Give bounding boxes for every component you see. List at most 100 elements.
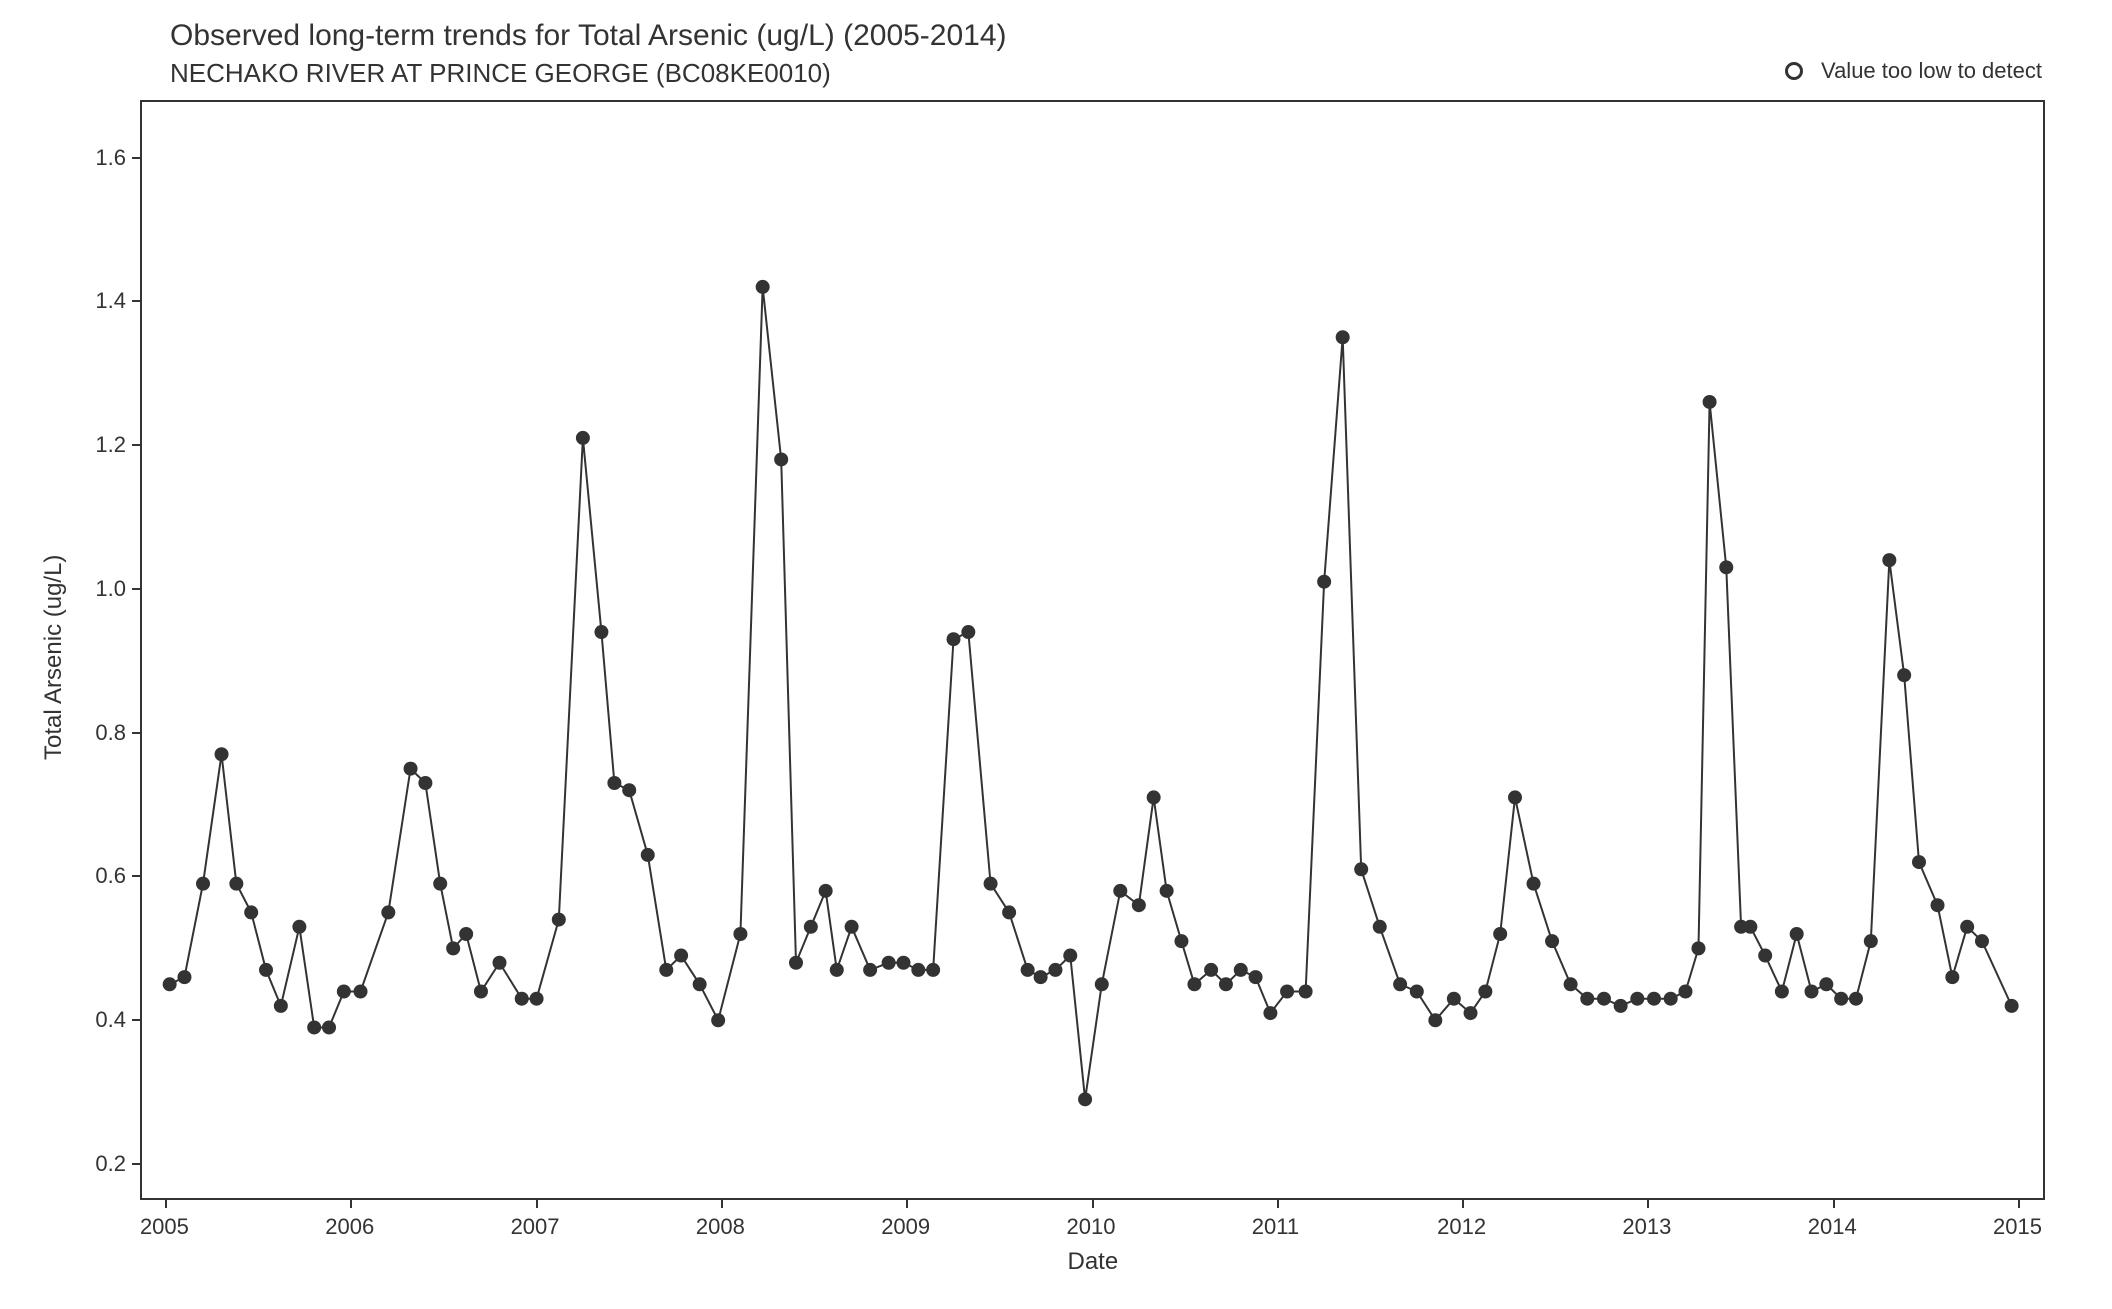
y-tick-label: 1.4 [76, 288, 126, 314]
data-point [774, 452, 788, 466]
x-tick [1647, 1200, 1649, 1208]
x-tick-label: 2012 [1437, 1214, 1486, 1240]
data-point [1758, 949, 1772, 963]
data-point [1160, 884, 1174, 898]
x-tick [2018, 1200, 2020, 1208]
x-tick-label: 2011 [1252, 1214, 1299, 1240]
data-point [1775, 985, 1789, 999]
chart-title: Observed long-term trends for Total Arse… [170, 18, 1007, 54]
data-point [1679, 985, 1693, 999]
data-point [1647, 992, 1661, 1006]
data-point [1219, 977, 1233, 991]
data-point [1317, 575, 1331, 589]
data-point [1630, 992, 1644, 1006]
data-point [1063, 949, 1077, 963]
x-tick [1277, 1200, 1279, 1208]
data-point [1249, 970, 1263, 984]
data-point [622, 783, 636, 797]
y-tick [132, 300, 140, 302]
data-point [1805, 985, 1819, 999]
data-point [244, 905, 258, 919]
data-point [845, 920, 859, 934]
x-tick [906, 1200, 908, 1208]
data-point [404, 762, 418, 776]
data-point [322, 1020, 336, 1034]
data-point [1095, 977, 1109, 991]
y-tick [132, 1163, 140, 1165]
data-point [292, 920, 306, 934]
data-point [1373, 920, 1387, 934]
data-point [446, 941, 460, 955]
titles-block: Observed long-term trends for Total Arse… [170, 18, 1007, 89]
data-point [2005, 999, 2019, 1013]
y-tick-label: 1.6 [76, 145, 126, 171]
data-point [1447, 992, 1461, 1006]
data-point [1834, 992, 1848, 1006]
data-point [711, 1013, 725, 1027]
data-point [1021, 963, 1035, 977]
data-point [947, 632, 961, 646]
y-tick [132, 732, 140, 734]
data-point [307, 1020, 321, 1034]
y-axis-label: Total Arsenic (ug/L) [40, 555, 68, 760]
data-point [1354, 862, 1368, 876]
data-point [1743, 920, 1757, 934]
data-point [1527, 877, 1541, 891]
data-point [1597, 992, 1611, 1006]
data-point [1048, 963, 1062, 977]
data-point [1931, 898, 1945, 912]
data-point [1945, 970, 1959, 984]
data-point [1545, 934, 1559, 948]
data-point [459, 927, 473, 941]
plot-area [140, 100, 2045, 1200]
data-point [1719, 560, 1733, 574]
data-point [418, 776, 432, 790]
data-point [926, 963, 940, 977]
y-tick [132, 444, 140, 446]
legend-label: Value too low to detect [1821, 58, 2042, 84]
x-tick-label: 2010 [1067, 1214, 1116, 1240]
data-point [1204, 963, 1218, 977]
data-point [1428, 1013, 1442, 1027]
data-point [1960, 920, 1974, 934]
x-tick-label: 2013 [1622, 1214, 1671, 1240]
y-tick-label: 1.2 [76, 432, 126, 458]
data-point [756, 280, 770, 294]
data-point [674, 949, 688, 963]
data-point [1882, 553, 1896, 567]
x-tick-label: 2005 [140, 1214, 189, 1240]
data-point [830, 963, 844, 977]
x-tick-label: 2006 [325, 1214, 374, 1240]
series-svg [140, 100, 2045, 1200]
x-axis-label: Date [1068, 1248, 1119, 1276]
data-point [1819, 977, 1833, 991]
data-point [337, 985, 351, 999]
data-point [215, 747, 229, 761]
data-point [515, 992, 529, 1006]
x-tick [1462, 1200, 1464, 1208]
data-point [911, 963, 925, 977]
data-point [1174, 934, 1188, 948]
y-tick-label: 0.8 [76, 720, 126, 746]
x-tick-label: 2014 [1808, 1214, 1857, 1240]
data-point [1897, 668, 1911, 682]
data-point [1187, 977, 1201, 991]
y-tick-label: 0.6 [76, 863, 126, 889]
data-point [1691, 941, 1705, 955]
data-point [1132, 898, 1146, 912]
data-point [274, 999, 288, 1013]
x-tick-label: 2007 [511, 1214, 560, 1240]
data-point [196, 877, 210, 891]
data-point [530, 992, 544, 1006]
data-point [641, 848, 655, 862]
data-point [1912, 855, 1926, 869]
data-point [1975, 934, 1989, 948]
chart-subtitle: NECHAKO RIVER AT PRINCE GEORGE (BC08KE00… [170, 58, 1007, 89]
data-point [163, 977, 177, 991]
data-point [789, 956, 803, 970]
y-tick [132, 875, 140, 877]
y-tick [132, 1019, 140, 1021]
series-line [170, 287, 2012, 1099]
data-point [1508, 790, 1522, 804]
data-point [1849, 992, 1863, 1006]
